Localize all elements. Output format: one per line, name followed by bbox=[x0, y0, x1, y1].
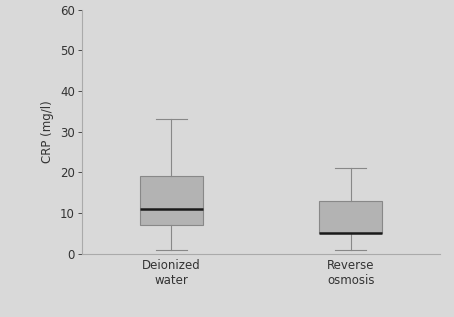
Y-axis label: CRP (mg/l): CRP (mg/l) bbox=[41, 100, 54, 163]
PathPatch shape bbox=[319, 201, 382, 233]
PathPatch shape bbox=[140, 176, 203, 225]
